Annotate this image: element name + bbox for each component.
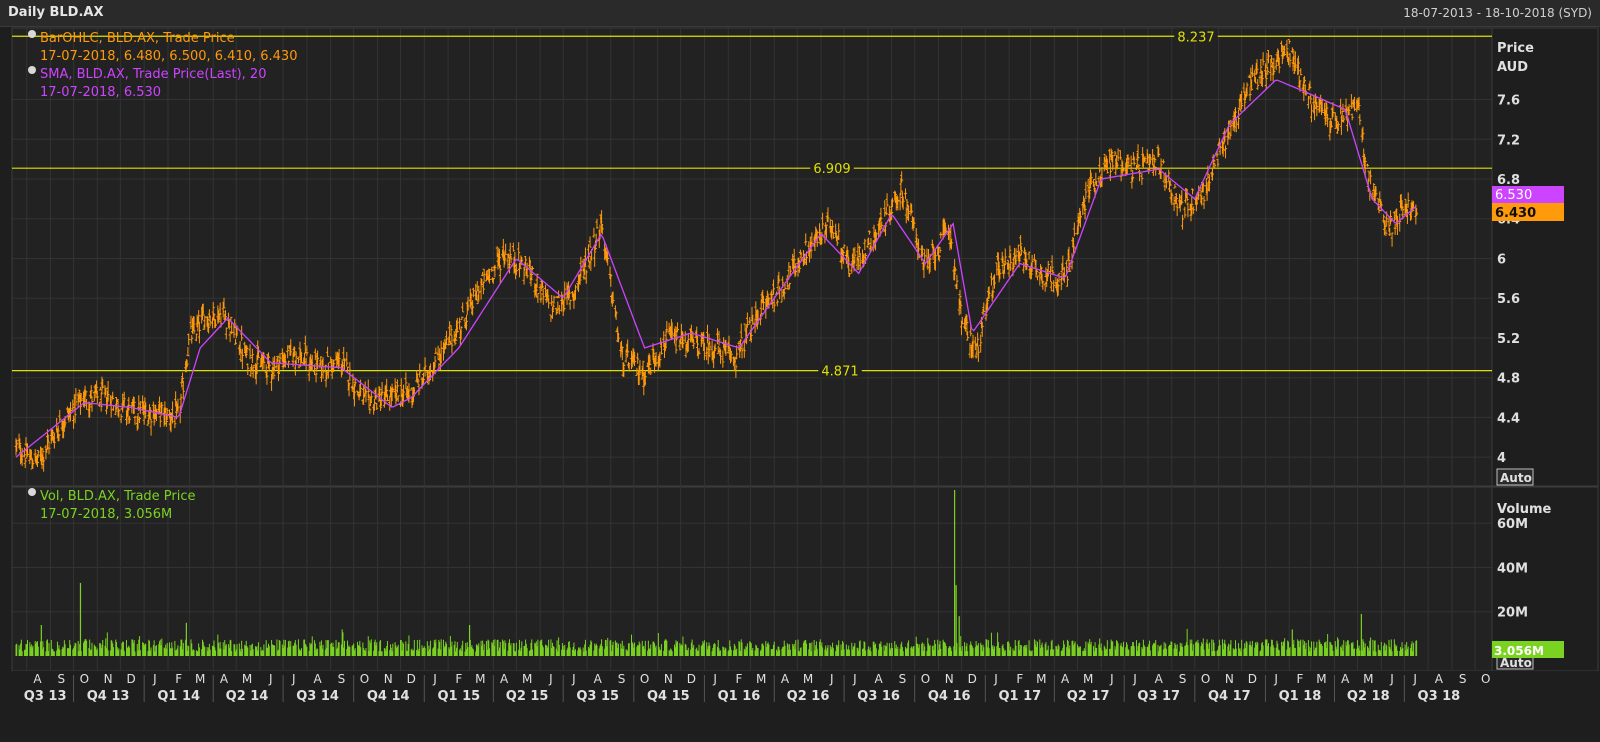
level-label: 6.909 bbox=[813, 162, 850, 177]
sma-line[interactable] bbox=[15, 79, 1417, 458]
sma-line-group bbox=[15, 79, 1417, 458]
level-label-bg bbox=[818, 362, 862, 378]
level-label-bg bbox=[810, 160, 854, 176]
chart-title: Daily BLD.AX bbox=[8, 5, 104, 20]
volume-axis-panel bbox=[1491, 486, 1599, 672]
price-panel[interactable] bbox=[11, 27, 1493, 487]
volume-panel[interactable] bbox=[11, 486, 1493, 672]
title-bar: Daily BLD.AX 18-07-2013 - 18-10-2018 (SY… bbox=[0, 0, 1600, 27]
price-bars bbox=[14, 39, 1419, 472]
time-axis-panel bbox=[12, 671, 1598, 741]
grid-lines bbox=[12, 28, 1492, 671]
horizontal-lines: 8.237 6.909 4.871 bbox=[12, 28, 1492, 380]
level-label: 4.871 bbox=[821, 365, 858, 380]
level-label: 8.237 bbox=[1177, 30, 1214, 45]
level-label-bg bbox=[1174, 28, 1218, 44]
volume-bars bbox=[15, 490, 1418, 656]
date-range[interactable]: 18-07-2013 - 18-10-2018 (SYD) bbox=[1403, 6, 1592, 20]
price-axis-panel bbox=[1491, 27, 1599, 487]
